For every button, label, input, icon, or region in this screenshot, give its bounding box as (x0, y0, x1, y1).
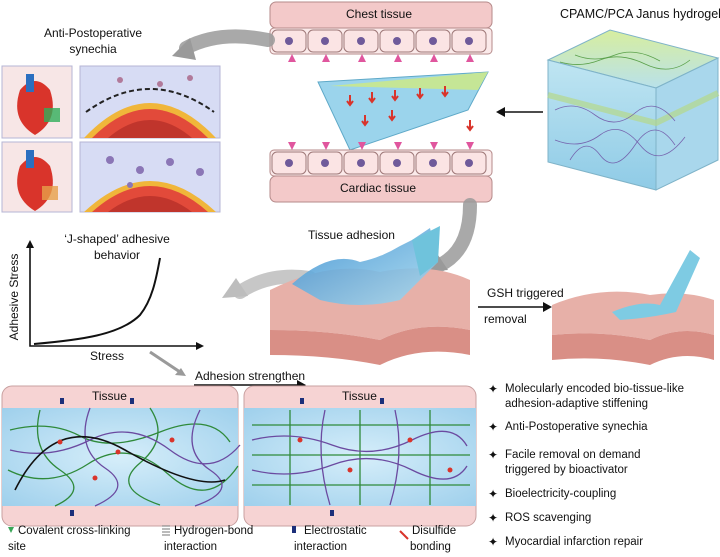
four-point-star-icon: ✦ (488, 420, 499, 434)
feature-text-line1: Anti-Postoperative synechia (505, 421, 648, 433)
disulfide-icon (399, 530, 409, 540)
feature-text-line1: Myocardial infarction repair (505, 536, 644, 548)
legend-hbond-line1: Hydrogen-bond (174, 525, 254, 537)
anti-synechia-title-line1: Anti-Postoperative (43, 26, 143, 40)
gsh-triggered-label-line2: removal (484, 312, 527, 326)
j-shaped-title-line1: ‘J-shaped’ adhesive (64, 232, 170, 246)
feature-text-line2: adhesion-adaptive stiffening (505, 398, 649, 410)
network-left-panel (1, 385, 241, 527)
x-axis-label: Stress (90, 349, 125, 363)
tissue-interface-illustration (269, 1, 493, 203)
legend-electro-line2: interaction (294, 541, 348, 553)
tissue-label-right: Tissue (342, 389, 377, 403)
legend-covalent-line1: Covalent cross-linking (18, 525, 131, 537)
chest-tissue-label: Chest tissue (346, 7, 413, 21)
j-shaped-chart (26, 240, 204, 350)
network-right-panel (243, 385, 477, 527)
feature-text-line1: Facile removal on demand (505, 449, 641, 461)
feature-text-line2: triggered by bioactivator (505, 464, 628, 476)
j-shaped-title-line2: behavior (93, 248, 141, 262)
four-point-star-icon: ✦ (488, 487, 499, 501)
tissue-adhesion-label: Tissue adhesion (308, 228, 395, 242)
janus-hydrogel-cube (546, 29, 720, 191)
four-point-star-icon: ✦ (488, 511, 499, 525)
electrostatic-icon (292, 526, 296, 533)
gsh-triggered-label-line1: GSH triggered (487, 286, 564, 300)
legend-disulfide-line1: Disulfide (412, 525, 457, 537)
hydrogel-title: CPAMC/PCA Janus hydrogel (560, 7, 720, 21)
hydrogen-bond-icon (162, 525, 170, 536)
anti-synechia-title-line2: synechia (69, 42, 117, 56)
cardiac-tissue-label: Cardiac tissue (340, 181, 417, 195)
legend-covalent-line2: site (8, 541, 26, 553)
gsh-removal-illustration (552, 250, 714, 365)
four-point-star-icon: ✦ (488, 448, 499, 462)
covalent-site-icon (8, 527, 14, 533)
four-point-star-icon: ✦ (488, 382, 499, 396)
feature-text-line1: Molecularly encoded bio-tissue-like (505, 383, 684, 395)
legend-electro-line1: Electrostatic (304, 525, 367, 537)
heart-illustration-panels (1, 65, 221, 213)
feature-text-line1: ROS scavenging (505, 512, 592, 524)
y-axis-label: Adhesive Stress (7, 253, 21, 341)
legend-hbond-line2: interaction (164, 541, 218, 553)
legend-disulfide-line2: bonding (410, 541, 451, 553)
legend-icons (8, 525, 409, 540)
tissue-adhesion-illustration (270, 226, 470, 365)
feature-text-line1: Bioelectricity-coupling (505, 488, 617, 500)
adhesion-strengthen-label: Adhesion strengthen (195, 369, 306, 383)
tissue-label-left: Tissue (92, 389, 127, 403)
four-point-star-icon: ✦ (488, 535, 499, 549)
